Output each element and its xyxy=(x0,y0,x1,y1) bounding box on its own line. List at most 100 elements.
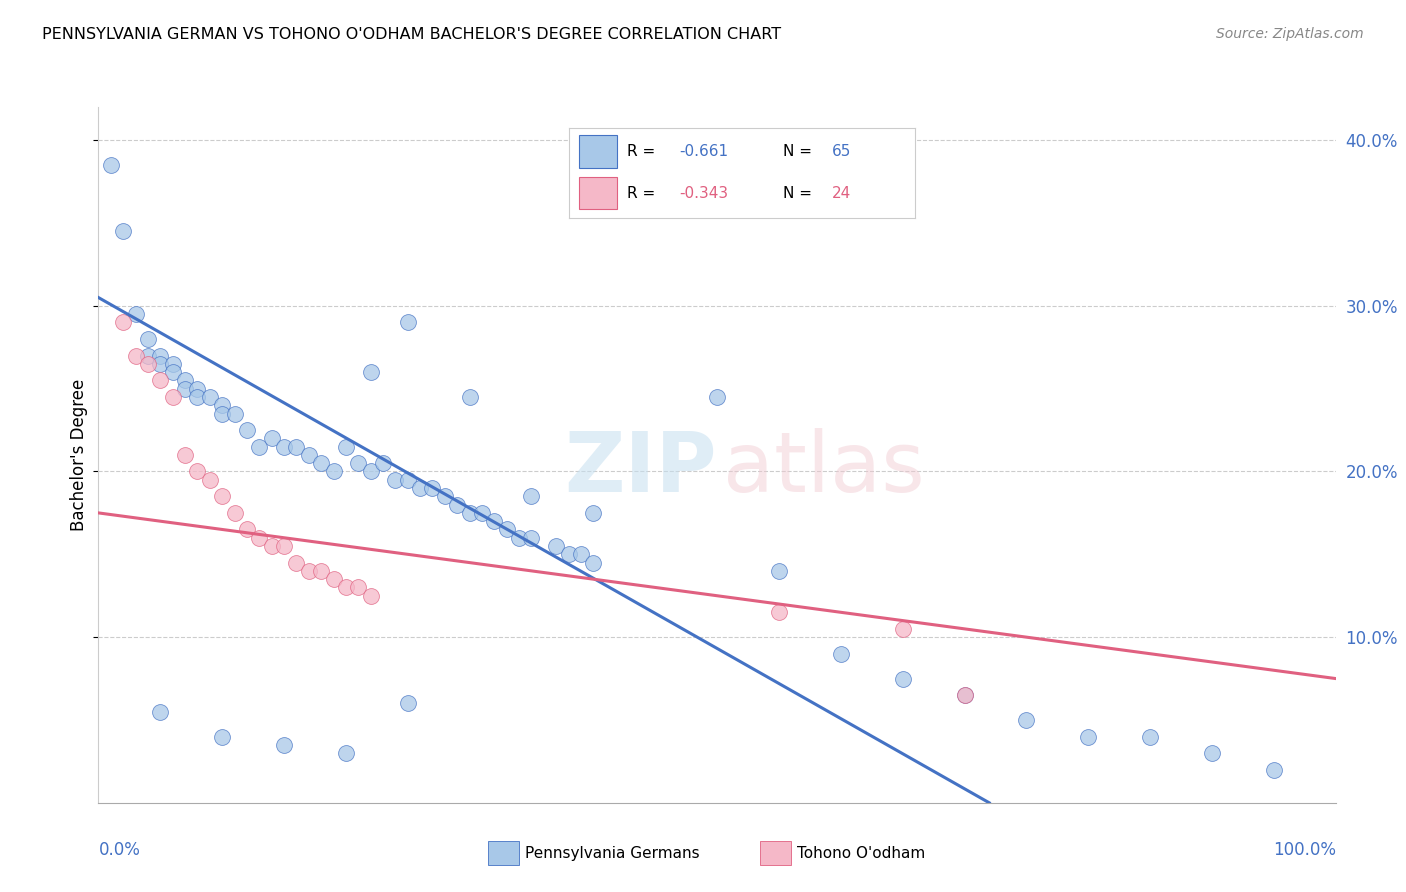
Point xyxy=(1015,713,1038,727)
Point xyxy=(260,539,283,553)
Point xyxy=(1201,746,1223,760)
Point xyxy=(124,349,146,363)
Point xyxy=(285,440,308,454)
Text: PENNSYLVANIA GERMAN VS TOHONO O'ODHAM BACHELOR'S DEGREE CORRELATION CHART: PENNSYLVANIA GERMAN VS TOHONO O'ODHAM BA… xyxy=(42,27,782,42)
Point xyxy=(149,373,172,387)
Point xyxy=(247,531,270,545)
Point xyxy=(582,556,605,570)
Bar xyxy=(488,841,519,865)
Point xyxy=(260,431,283,445)
Point xyxy=(520,531,543,545)
Point xyxy=(569,547,592,561)
Text: atlas: atlas xyxy=(723,428,925,509)
Point xyxy=(508,531,530,545)
Point xyxy=(409,481,432,495)
Point xyxy=(309,564,332,578)
Point xyxy=(335,581,357,595)
Point xyxy=(335,746,357,760)
Point xyxy=(112,315,135,329)
Point xyxy=(211,398,233,412)
Point xyxy=(891,622,914,636)
Point xyxy=(471,506,494,520)
Point xyxy=(396,697,419,711)
Point xyxy=(1263,763,1285,777)
Text: Source: ZipAtlas.com: Source: ZipAtlas.com xyxy=(1216,27,1364,41)
Point xyxy=(198,390,221,404)
Point xyxy=(582,506,605,520)
Point xyxy=(347,456,370,470)
Point xyxy=(347,581,370,595)
Point xyxy=(273,440,295,454)
Point xyxy=(186,390,208,404)
Point xyxy=(224,407,246,421)
Point xyxy=(458,390,481,404)
Point xyxy=(322,572,344,586)
Text: Pennsylvania Germans: Pennsylvania Germans xyxy=(526,846,700,861)
Point xyxy=(285,556,308,570)
Point xyxy=(186,465,208,479)
Text: ZIP: ZIP xyxy=(565,428,717,509)
Point xyxy=(557,547,579,561)
Y-axis label: Bachelor's Degree: Bachelor's Degree xyxy=(70,379,89,531)
Point xyxy=(162,357,184,371)
Point xyxy=(953,688,976,702)
Point xyxy=(335,440,357,454)
Point xyxy=(298,448,321,462)
Point xyxy=(384,473,406,487)
Point xyxy=(273,738,295,752)
Bar xyxy=(761,841,792,865)
Point xyxy=(360,465,382,479)
Point xyxy=(371,456,394,470)
Point xyxy=(224,506,246,520)
Point xyxy=(520,489,543,503)
Point xyxy=(458,506,481,520)
Point xyxy=(309,456,332,470)
Point xyxy=(360,365,382,379)
Point xyxy=(1139,730,1161,744)
Point xyxy=(211,407,233,421)
Point xyxy=(162,390,184,404)
Point xyxy=(396,473,419,487)
Point xyxy=(236,523,259,537)
Point xyxy=(433,489,456,503)
Point xyxy=(174,448,197,462)
Point xyxy=(174,382,197,396)
Point xyxy=(891,672,914,686)
Point xyxy=(236,423,259,437)
Point xyxy=(198,473,221,487)
Point xyxy=(136,357,159,371)
Point xyxy=(211,489,233,503)
Point xyxy=(136,332,159,346)
Point xyxy=(768,605,790,619)
Point xyxy=(484,514,506,528)
Point xyxy=(422,481,444,495)
Point xyxy=(360,589,382,603)
Point xyxy=(174,373,197,387)
Point xyxy=(149,349,172,363)
Point xyxy=(830,647,852,661)
Point xyxy=(124,307,146,321)
Point xyxy=(495,523,517,537)
Point xyxy=(136,349,159,363)
Point xyxy=(322,465,344,479)
Point xyxy=(768,564,790,578)
Point xyxy=(100,158,122,172)
Point xyxy=(953,688,976,702)
Point xyxy=(273,539,295,553)
Point xyxy=(706,390,728,404)
Text: Tohono O'odham: Tohono O'odham xyxy=(797,846,925,861)
Text: 100.0%: 100.0% xyxy=(1272,841,1336,859)
Point xyxy=(162,365,184,379)
Point xyxy=(546,539,568,553)
Text: 0.0%: 0.0% xyxy=(98,841,141,859)
Point xyxy=(186,382,208,396)
Point xyxy=(149,705,172,719)
Point xyxy=(446,498,468,512)
Point xyxy=(112,224,135,238)
Point xyxy=(247,440,270,454)
Point xyxy=(396,315,419,329)
Point xyxy=(149,357,172,371)
Point xyxy=(298,564,321,578)
Point xyxy=(211,730,233,744)
Point xyxy=(1077,730,1099,744)
